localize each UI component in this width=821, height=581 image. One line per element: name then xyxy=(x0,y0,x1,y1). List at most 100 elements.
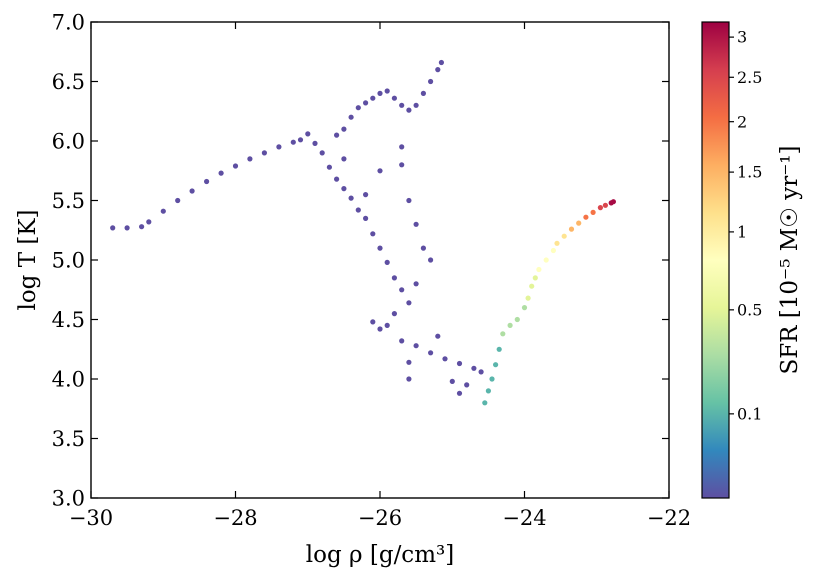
data-point xyxy=(413,281,419,287)
tick-label: 3 xyxy=(737,28,747,47)
data-point xyxy=(532,275,538,281)
tick-label: 2 xyxy=(737,112,747,131)
data-point xyxy=(204,178,210,185)
data-point xyxy=(232,163,239,169)
x-axis-label: log ρ [g/cm³] xyxy=(306,542,454,568)
data-point xyxy=(471,365,477,371)
data-point xyxy=(377,90,383,96)
data-point xyxy=(319,150,325,156)
data-point xyxy=(521,305,528,311)
colorbar xyxy=(701,21,730,499)
colorbar-ticks: 0.1 0.5 1 1.5 2 2.5 3 xyxy=(729,28,762,423)
tick-label: 3.0 xyxy=(52,486,85,510)
data-point xyxy=(160,208,166,214)
data-point xyxy=(406,300,412,306)
data-point xyxy=(139,224,145,230)
data-point xyxy=(590,209,596,215)
data-point xyxy=(146,219,152,225)
tick-label: 0.5 xyxy=(737,300,762,319)
data-point xyxy=(413,102,419,108)
data-point xyxy=(456,390,463,396)
data-point xyxy=(438,59,444,66)
tick-label: 5.0 xyxy=(52,248,85,272)
data-point xyxy=(348,195,354,201)
tick-label: −22 xyxy=(647,506,691,530)
data-point xyxy=(406,197,412,204)
tick-label: 2.5 xyxy=(737,68,762,87)
data-point xyxy=(554,240,560,246)
data-point xyxy=(529,283,535,289)
tick-label: 3.5 xyxy=(52,427,85,451)
data-point xyxy=(341,156,347,162)
data-point xyxy=(399,102,405,108)
data-point xyxy=(507,322,513,328)
data-point xyxy=(312,140,318,146)
data-point xyxy=(456,360,463,367)
data-point xyxy=(576,220,582,226)
data-point xyxy=(428,350,434,356)
data-point xyxy=(406,107,412,113)
data-point xyxy=(568,226,575,232)
colorbar-label: SFR [10⁻⁵ M☉ yr⁻¹] xyxy=(777,145,803,374)
data-point xyxy=(290,139,296,145)
data-point xyxy=(420,90,426,96)
data-point xyxy=(406,359,412,365)
data-point xyxy=(363,215,369,221)
data-point xyxy=(435,67,441,73)
y-axis-label: log T [K] xyxy=(15,209,41,310)
tick-label: 4.5 xyxy=(52,308,85,332)
tick-label: 0.1 xyxy=(737,404,762,423)
data-point xyxy=(610,199,617,205)
data-point xyxy=(420,245,426,251)
data-point xyxy=(326,164,332,170)
data-point xyxy=(370,95,376,101)
tick-label: 5.5 xyxy=(52,189,85,213)
data-point xyxy=(334,132,340,138)
tick-label: 4.0 xyxy=(52,367,85,391)
data-point xyxy=(391,275,397,281)
data-point xyxy=(218,170,224,176)
data-point xyxy=(496,346,502,352)
data-points xyxy=(110,59,617,406)
data-point xyxy=(525,295,531,301)
data-point xyxy=(348,114,354,120)
data-point xyxy=(261,150,267,156)
data-point xyxy=(305,131,311,137)
data-point xyxy=(428,78,434,85)
data-point xyxy=(297,137,304,143)
data-point xyxy=(355,207,361,213)
data-point xyxy=(341,186,347,192)
data-point xyxy=(399,162,405,168)
tick-label: −30 xyxy=(69,506,113,530)
tick-label: 6.0 xyxy=(52,129,85,153)
data-point xyxy=(399,287,405,293)
data-point xyxy=(464,382,470,388)
data-point xyxy=(391,311,397,317)
data-point xyxy=(478,369,484,375)
data-point xyxy=(276,144,282,150)
y-axis-ticks: 3.0 3.5 4.0 4.5 5.0 5.5 6.0 6.5 7.0 xyxy=(52,10,669,510)
data-point xyxy=(377,245,383,251)
data-point xyxy=(377,168,383,174)
data-point xyxy=(355,105,361,111)
data-point xyxy=(189,188,195,194)
data-point xyxy=(602,202,609,208)
data-point xyxy=(334,176,340,182)
data-point xyxy=(370,231,376,237)
data-point xyxy=(413,343,419,349)
data-point xyxy=(377,326,383,332)
data-point xyxy=(399,144,405,150)
data-point xyxy=(514,316,520,323)
data-point xyxy=(543,257,549,263)
data-point xyxy=(175,197,181,204)
data-point xyxy=(482,400,488,406)
data-point xyxy=(391,95,397,101)
data-point xyxy=(384,322,390,328)
data-point xyxy=(399,338,405,344)
data-point xyxy=(363,192,369,198)
data-point xyxy=(384,259,390,265)
data-point xyxy=(384,88,390,94)
tick-label: −26 xyxy=(358,506,402,530)
data-point xyxy=(247,156,253,162)
